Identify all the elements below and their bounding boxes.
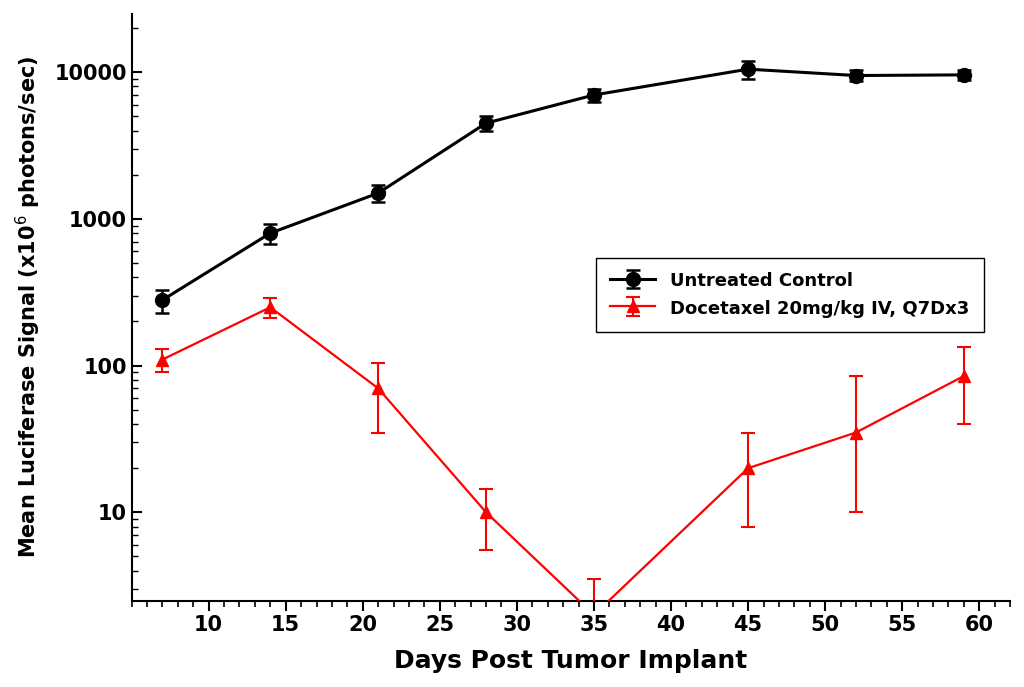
Y-axis label: Mean Luciferase Signal (x10$^6$ photons/sec): Mean Luciferase Signal (x10$^6$ photons/… [14, 56, 43, 559]
X-axis label: Days Post Tumor Implant: Days Post Tumor Implant [394, 649, 748, 673]
Legend: Untreated Control, Docetaxel 20mg/kg IV, Q7Dx3: Untreated Control, Docetaxel 20mg/kg IV,… [596, 258, 983, 332]
